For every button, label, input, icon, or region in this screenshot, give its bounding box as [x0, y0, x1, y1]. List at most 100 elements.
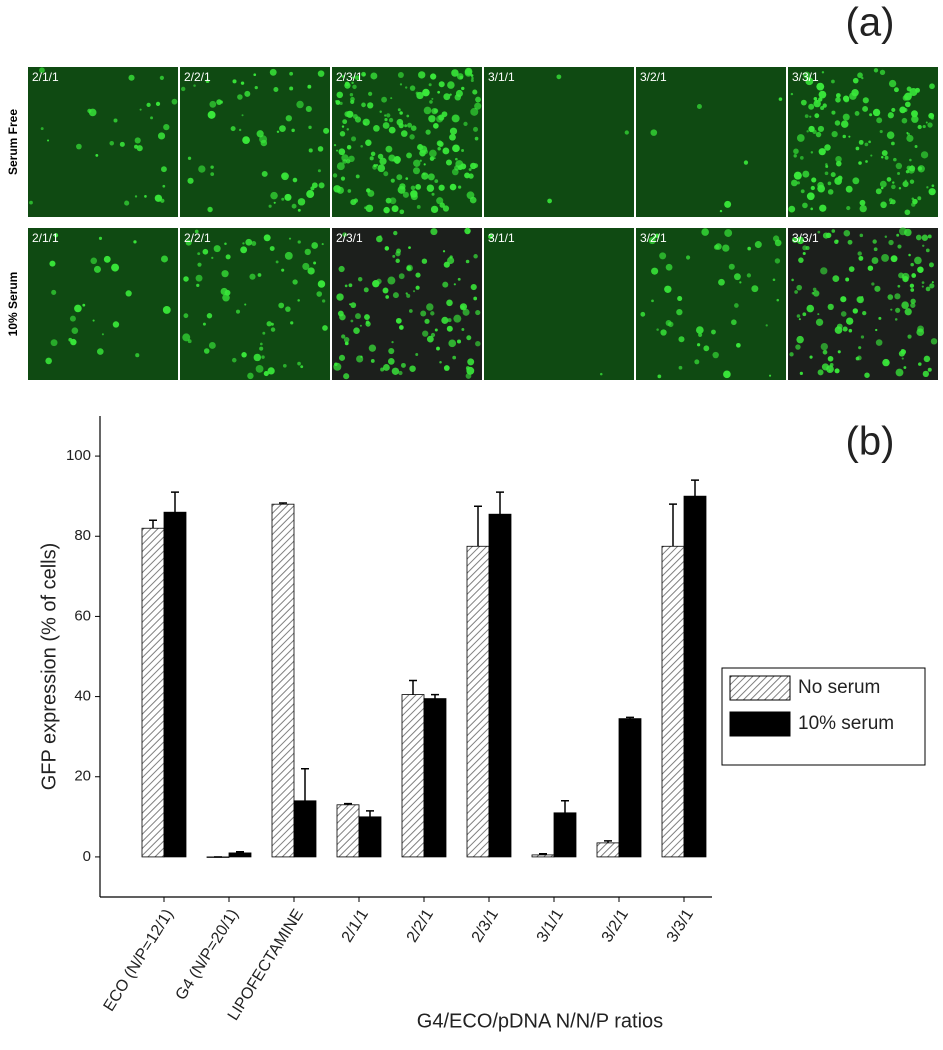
cell	[599, 372, 603, 376]
cell	[211, 256, 214, 259]
cell	[346, 145, 352, 150]
cell	[885, 360, 889, 364]
cell	[776, 298, 780, 302]
cell	[906, 134, 914, 142]
cell	[917, 196, 922, 201]
cell	[93, 265, 101, 273]
cell	[859, 204, 867, 213]
bar	[293, 800, 317, 858]
cell	[365, 204, 374, 213]
cell	[388, 154, 396, 162]
cell	[336, 293, 344, 301]
cell	[852, 77, 859, 84]
cell	[651, 267, 659, 275]
cell	[206, 313, 213, 319]
cell	[901, 117, 908, 124]
cell	[385, 145, 393, 153]
cell	[799, 371, 803, 375]
cell	[862, 97, 869, 104]
cell	[197, 252, 201, 256]
cell	[906, 132, 909, 135]
cell	[317, 146, 324, 152]
cell	[135, 353, 140, 358]
cell	[895, 368, 904, 377]
cell	[460, 305, 465, 310]
cell	[911, 197, 915, 201]
cell	[391, 367, 400, 375]
cell	[452, 144, 460, 153]
cell	[894, 318, 898, 321]
cell	[359, 324, 362, 327]
cell	[369, 156, 374, 161]
cell	[868, 140, 871, 144]
cell	[876, 117, 883, 124]
cell	[415, 353, 419, 356]
cell	[765, 324, 768, 327]
cell	[929, 83, 935, 90]
cell	[736, 342, 741, 348]
cell	[284, 193, 292, 201]
cell	[442, 147, 450, 155]
error-bar	[604, 840, 612, 843]
cell	[292, 279, 298, 285]
cell	[734, 303, 739, 308]
cell	[288, 237, 292, 240]
cell	[354, 75, 360, 81]
cell	[448, 339, 457, 348]
bar	[163, 511, 187, 858]
cell	[430, 73, 437, 80]
x-tick-label: G4 (N/P=20/1)	[173, 906, 242, 1003]
cell	[316, 291, 323, 297]
cell	[232, 79, 237, 84]
cell	[92, 319, 95, 322]
cell	[443, 261, 450, 268]
cell	[438, 184, 445, 191]
cell	[873, 68, 879, 73]
cell	[171, 98, 178, 105]
cell	[224, 242, 227, 245]
legend-label: 10% serum	[798, 713, 894, 734]
cell	[395, 258, 400, 264]
cell	[333, 144, 337, 147]
cell	[818, 148, 826, 156]
cell	[336, 91, 344, 99]
cell	[898, 187, 902, 190]
cell	[207, 110, 216, 119]
cell	[648, 237, 656, 245]
cell	[802, 251, 806, 256]
cell	[701, 228, 709, 236]
cell	[447, 81, 455, 89]
cell	[268, 204, 272, 208]
cell	[222, 293, 230, 302]
cell	[344, 341, 349, 346]
cell	[439, 361, 442, 364]
bar	[618, 718, 642, 858]
cell	[827, 355, 834, 362]
cell	[263, 234, 271, 242]
cell	[434, 328, 438, 332]
cell	[360, 145, 363, 148]
cell	[859, 233, 864, 238]
cell	[857, 251, 862, 256]
cell	[53, 233, 59, 238]
cell	[831, 110, 836, 115]
cell	[810, 185, 815, 191]
cell	[904, 209, 911, 216]
cell	[353, 327, 360, 334]
cell	[82, 303, 86, 307]
cell	[793, 171, 802, 180]
cell	[362, 73, 366, 77]
cell	[802, 202, 808, 209]
cell	[724, 229, 733, 237]
cell	[221, 270, 229, 278]
cell	[98, 236, 103, 240]
cell	[207, 206, 213, 213]
cell	[650, 129, 658, 136]
cell	[381, 96, 388, 103]
cell	[875, 339, 883, 346]
cell	[284, 251, 293, 260]
image-label: 3/3/1	[792, 70, 819, 84]
cell	[902, 180, 909, 188]
cell	[433, 108, 439, 114]
error-bar	[691, 479, 699, 497]
